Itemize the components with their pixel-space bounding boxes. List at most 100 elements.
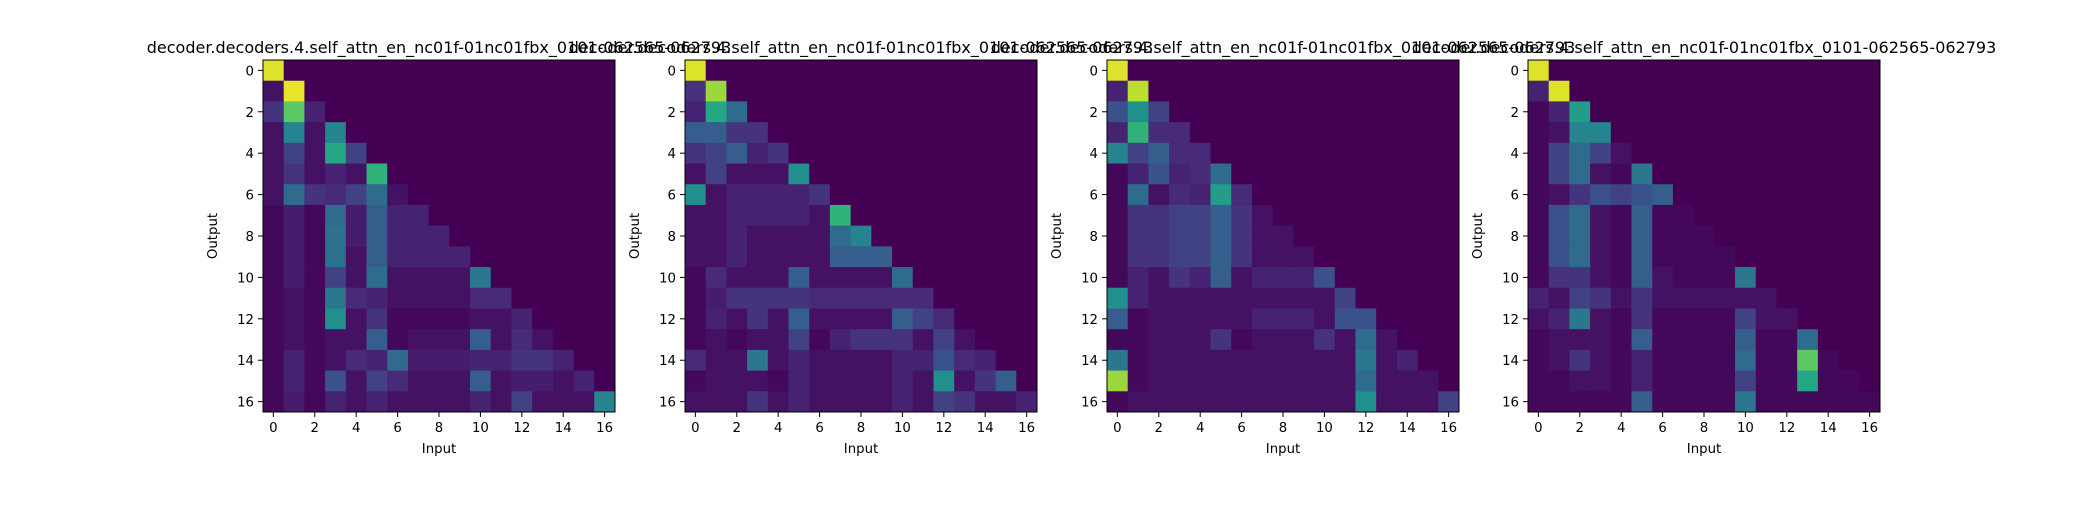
heatmap-cell xyxy=(387,122,409,144)
y-tick-label: 16 xyxy=(659,396,676,411)
heatmap-cell xyxy=(1334,142,1356,164)
y-tick-label: 2 xyxy=(668,106,676,121)
heatmap-cell xyxy=(263,101,285,123)
heatmap-cell xyxy=(470,184,492,206)
heatmap-cell xyxy=(1817,142,1839,164)
heatmap-cell xyxy=(1528,246,1550,268)
heatmap-cell xyxy=(449,267,471,289)
heatmap-cell xyxy=(726,225,748,247)
heatmap-cell xyxy=(1755,329,1777,351)
heatmap-cell xyxy=(387,370,409,392)
heatmap-cell xyxy=(1755,287,1777,309)
heatmap-cell xyxy=(428,163,450,185)
heatmap-cell xyxy=(304,246,326,268)
heatmap-cell xyxy=(511,184,533,206)
heatmap-cell xyxy=(871,80,893,102)
heatmap-cell xyxy=(954,329,976,351)
heatmap-cell xyxy=(1376,142,1398,164)
heatmap-cell xyxy=(933,349,955,371)
heatmap-cell xyxy=(726,246,748,268)
heatmap-cell xyxy=(552,329,574,351)
heatmap-cell xyxy=(1755,184,1777,206)
heatmap-cell xyxy=(1548,204,1570,227)
heatmap-cell xyxy=(1652,349,1674,371)
heatmap-cell xyxy=(1817,101,1839,123)
heatmap-cell xyxy=(705,225,727,247)
heatmap-cell xyxy=(1631,142,1653,164)
heatmap-cell xyxy=(283,349,305,371)
heatmap-cell xyxy=(933,246,955,268)
heatmap-cell xyxy=(325,184,347,206)
heatmap-cell xyxy=(912,225,934,247)
heatmap-cell xyxy=(304,122,326,144)
heatmap-cell xyxy=(829,225,852,247)
heatmap-cell xyxy=(1314,101,1336,123)
heatmap-cell xyxy=(1528,204,1550,227)
heatmap-cell xyxy=(325,391,347,413)
heatmap-cell xyxy=(1859,204,1881,227)
heatmap-cell xyxy=(1210,287,1232,309)
heatmap-cell xyxy=(1127,142,1149,164)
heatmap-cell xyxy=(974,287,996,309)
heatmap-cell xyxy=(511,80,533,102)
heatmap-cell xyxy=(1210,246,1232,268)
heatmap-cell xyxy=(1169,225,1191,247)
heatmap-cell xyxy=(325,267,347,289)
heatmap-cell xyxy=(1838,122,1860,144)
heatmap-cell xyxy=(809,225,831,247)
heatmap-cell xyxy=(1714,122,1736,144)
heatmap-cell xyxy=(829,163,852,185)
heatmap-cell xyxy=(871,329,893,351)
heatmap-cell xyxy=(1272,101,1294,123)
heatmap-cell xyxy=(283,370,305,392)
heatmap-cell xyxy=(788,391,810,413)
heatmap-cell xyxy=(1189,287,1211,309)
heatmap-cell xyxy=(954,267,976,289)
heatmap-cell xyxy=(1817,225,1839,247)
heatmap-cell xyxy=(933,267,955,289)
heatmap-cell xyxy=(850,287,872,309)
heatmap-cell xyxy=(263,308,285,330)
heatmap-cell xyxy=(1355,80,1377,102)
heatmap-cell xyxy=(912,287,934,309)
heatmap-cell xyxy=(428,101,450,123)
heatmap-cell xyxy=(747,184,769,206)
heatmap-cell xyxy=(747,142,769,164)
heatmap-cell xyxy=(1755,204,1777,227)
heatmap-cell xyxy=(912,370,934,392)
heatmap-cell xyxy=(387,225,409,247)
heatmap-cell xyxy=(490,80,512,102)
x-tick-label: 4 xyxy=(1196,421,1204,436)
heatmap-cell xyxy=(892,142,914,164)
heatmap-cell xyxy=(532,246,554,268)
heatmap-cell xyxy=(594,101,616,123)
heatmap-cell xyxy=(1652,246,1674,268)
heatmap-cell xyxy=(1148,391,1170,413)
heatmap-cell xyxy=(1148,267,1170,289)
heatmap-cell xyxy=(1169,246,1191,268)
heatmap-cell xyxy=(1272,349,1294,371)
heatmap-cell xyxy=(449,370,471,392)
y-tick-label: 10 xyxy=(1081,271,1098,286)
heatmap-cell xyxy=(1231,184,1253,206)
heatmap-cell xyxy=(767,80,789,102)
y-tick-label: 4 xyxy=(1511,147,1519,162)
heatmap-cell xyxy=(809,287,831,309)
heatmap-cell xyxy=(1672,329,1695,351)
heatmap-cell xyxy=(345,122,367,144)
heatmap-cell xyxy=(1590,349,1612,371)
heatmap-cell xyxy=(1251,225,1274,247)
heatmap-cell xyxy=(1776,287,1798,309)
heatmap-cell xyxy=(573,184,595,206)
heatmap-cell xyxy=(995,80,1017,102)
heatmap-cell xyxy=(954,184,976,206)
heatmap-cell xyxy=(685,370,707,392)
heatmap-cell xyxy=(1776,101,1798,123)
heatmap-cell xyxy=(1714,142,1736,164)
heatmap-cell xyxy=(1231,246,1253,268)
heatmap-cell xyxy=(366,204,388,227)
heatmap-cell xyxy=(1631,287,1653,309)
heatmap-cell xyxy=(428,225,450,247)
heatmap-cell xyxy=(1755,122,1777,144)
heatmap-cell xyxy=(1631,308,1653,330)
